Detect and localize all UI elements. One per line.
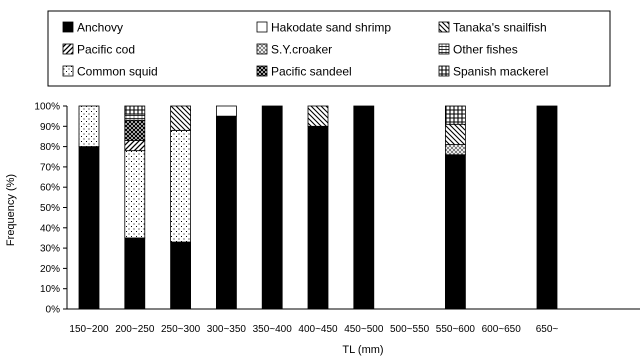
bars-layer — [78, 105, 558, 310]
legend-swatch-other-fishes — [438, 43, 450, 55]
bar-segment-anchovy — [124, 237, 146, 310]
bar-segment-anchovy — [170, 241, 192, 310]
y-tick-label: 100% — [34, 102, 60, 113]
x-tick-label: 300~350 — [207, 324, 247, 335]
y-tick-label: 50% — [40, 203, 60, 214]
y-tick-label: 30% — [40, 244, 60, 255]
bar-segment-spanish-mackerel — [444, 105, 466, 125]
bar-segment-common-squid — [78, 105, 100, 147]
bar-segment-anchovy — [78, 146, 100, 310]
bar-segment-anchovy — [215, 115, 237, 310]
bar-segment-tanaka-s-snailfish — [170, 105, 192, 131]
x-tick-label: 600~650 — [482, 324, 522, 335]
legend-swatch-s-y-croaker — [256, 43, 268, 55]
x-tick-label: 450~500 — [344, 324, 384, 335]
y-tick-label: 80% — [40, 142, 60, 153]
legend-swatch-tanaka-s-snailfish — [438, 21, 450, 33]
legend: Anchovy Hakodate sand shrimp Tanaka's snai… — [62, 21, 548, 79]
legend-label-anchovy: Anchovy — [77, 21, 123, 35]
bar-segment-tanaka-s-snailfish — [307, 105, 329, 127]
legend-label-other-fishes: Other fishes — [453, 43, 518, 57]
legend-swatch-pacific-cod — [62, 43, 74, 55]
x-tick-label: 250~300 — [161, 324, 201, 335]
y-tick-label: 60% — [40, 183, 60, 194]
legend-label-spanish-mackerel: Spanish mackerel — [453, 65, 548, 79]
legend-swatch-anchovy — [62, 21, 74, 33]
legend-swatch-common-squid — [62, 65, 74, 77]
y-tick-label: 0% — [46, 305, 61, 316]
bar-segment-hakodate-sand-shrimp — [215, 105, 237, 117]
bar-segment-other-fishes — [124, 113, 146, 121]
bar-segment-common-squid — [170, 129, 192, 243]
legend-label-s-y-croaker: S.Y.croaker — [271, 43, 332, 57]
bar-segment-s-y-croaker — [444, 144, 466, 156]
x-tick-label: 550~600 — [436, 324, 476, 335]
y-axis-label: Frequency (%) — [5, 174, 17, 246]
bar-segment-pacific-sandeel — [124, 119, 146, 141]
legend-label-pacific-cod: Pacific cod — [77, 43, 135, 57]
legend-label-tanaka-s-snailfish: Tanaka's snailfish — [453, 21, 547, 35]
y-tick-label: 90% — [40, 122, 60, 133]
bar-segment-anchovy — [444, 154, 466, 310]
bar-segment-anchovy — [261, 105, 283, 310]
x-tick-label: 150~200 — [69, 324, 109, 335]
bar-segment-spanish-mackerel — [124, 105, 146, 115]
y-tick-label: 10% — [40, 284, 60, 295]
bar-segment-anchovy — [307, 125, 329, 310]
legend-box — [47, 10, 611, 87]
bar-segment-tanaka-s-snailfish — [444, 123, 466, 145]
x-tick-label: 200~250 — [115, 324, 155, 335]
legend-label-pacific-sandeel: Pacific sandeel — [271, 65, 352, 79]
bar-segment-anchovy — [353, 105, 375, 310]
x-tick-label: 500~550 — [390, 324, 430, 335]
y-axis: 0% 10% 20% 30% 40% 50% 60% 70% 80% 90% 100% — [34, 102, 68, 316]
y-tick-label: 20% — [40, 264, 60, 275]
x-axis-label: TL (mm) — [342, 344, 383, 356]
legend-label-hakodate-sand-shrimp: Hakodate sand shrimp — [271, 21, 391, 35]
legend-label-common-squid: Common squid — [77, 65, 158, 79]
x-tick-label: 350~400 — [253, 324, 293, 335]
bar-segment-pacific-cod — [124, 140, 146, 152]
bar-segment-common-squid — [124, 150, 146, 239]
x-tick-label: 400~450 — [298, 324, 338, 335]
legend-swatch-spanish-mackerel — [438, 65, 450, 77]
x-axis: 150~200 200~250 250~300 300~350 350~400 400~4… — [67, 308, 640, 335]
legend-swatch-hakodate-sand-shrimp — [256, 21, 268, 33]
legend-swatch-pacific-sandeel — [256, 65, 268, 77]
y-tick-label: 70% — [40, 162, 60, 173]
y-tick-label: 40% — [40, 223, 60, 234]
x-tick-label: 650~ — [536, 324, 559, 335]
bar-segment-anchovy — [536, 105, 558, 310]
